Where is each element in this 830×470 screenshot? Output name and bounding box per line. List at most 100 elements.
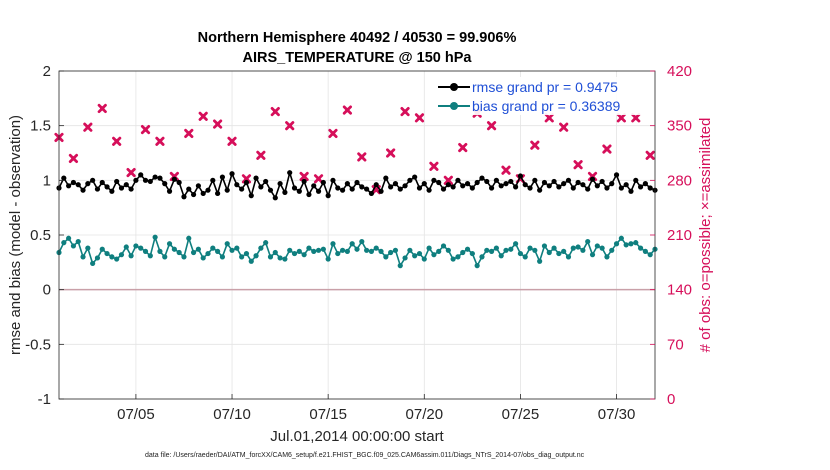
y-right-tick-label: 350	[667, 118, 692, 135]
rmse-point	[267, 187, 274, 193]
obs-point	[299, 171, 309, 182]
bias-point	[104, 250, 110, 257]
obs-point-dot	[345, 107, 350, 113]
bias-point	[561, 248, 567, 254]
bias-point	[522, 254, 528, 260]
bias-point	[383, 254, 389, 260]
bias-point	[311, 248, 317, 254]
obs-point-dot	[114, 139, 119, 144]
obs-point	[126, 167, 136, 178]
bias-point	[527, 245, 533, 251]
bias-point	[166, 241, 173, 247]
bias-point	[239, 254, 245, 260]
obs-point-dot	[417, 115, 422, 121]
rmse-point	[339, 187, 346, 193]
obs-point-dot	[431, 164, 437, 169]
bias-point	[642, 248, 648, 254]
rmse-point	[85, 181, 91, 187]
bias-point	[162, 254, 168, 260]
y-tick-label: 1	[43, 172, 51, 189]
obs-point-dot	[215, 121, 220, 127]
bias-point	[464, 246, 471, 252]
obs-point-dot	[489, 123, 494, 128]
rmse-point	[647, 185, 653, 191]
rmse-point	[508, 178, 514, 185]
bias-point	[407, 247, 413, 253]
obs-point-dot	[647, 153, 653, 158]
obs-point-dot	[503, 167, 509, 173]
legend-bias-label: bias grand pr = 0.36389	[472, 98, 620, 114]
obs-point-dot	[186, 131, 191, 136]
rmse-point	[66, 183, 72, 189]
obs-point-dot	[301, 174, 307, 179]
rmse-point	[460, 183, 466, 189]
obs-point	[645, 150, 655, 160]
bias-point	[330, 241, 336, 247]
rmse-point	[517, 173, 524, 179]
rmse-point	[152, 174, 158, 180]
bias-point	[623, 242, 629, 248]
obs-point-dot	[316, 176, 321, 181]
x-tick-label: 07/20	[406, 406, 444, 423]
rmse-point	[325, 193, 331, 199]
bias-point	[373, 245, 379, 251]
bias-point	[498, 253, 504, 259]
obs-point	[198, 111, 208, 121]
rmse-point	[234, 182, 240, 188]
rmse-point	[426, 187, 432, 193]
rmse-point	[388, 184, 394, 190]
bias-point	[306, 245, 312, 251]
rmse-point	[565, 177, 572, 183]
bias-point	[128, 253, 134, 259]
rmse-point	[80, 187, 86, 193]
obs-point	[616, 113, 626, 123]
rmse-point	[176, 179, 182, 186]
obs-point	[602, 144, 612, 154]
obs-point	[285, 121, 295, 131]
rmse-point	[551, 178, 557, 185]
rmse-point	[243, 179, 250, 186]
obs-point-dot	[575, 162, 581, 167]
obs-point-dot	[633, 115, 638, 121]
bias-point	[440, 243, 447, 249]
rmse-point	[479, 175, 485, 181]
rmse-point	[301, 178, 307, 185]
bias-point	[618, 235, 624, 241]
rmse-point	[229, 171, 235, 177]
x-tick-label: 07/05	[117, 406, 155, 423]
rmse-point	[537, 187, 543, 193]
obs-point	[68, 153, 79, 164]
bias-point	[176, 249, 182, 256]
rmse-point	[104, 184, 110, 190]
rmse-point	[162, 181, 168, 187]
obs-point-dot	[561, 125, 566, 130]
bias-point	[359, 238, 365, 245]
legend-rmse-label: rmse grand pr = 0.9475	[472, 79, 618, 95]
y-right-tick-label: 0	[667, 391, 675, 408]
bias-point	[171, 246, 177, 252]
rmse-point	[171, 176, 177, 182]
rmse-point	[445, 182, 451, 188]
rmse-point	[604, 185, 610, 191]
rmse-point	[75, 182, 81, 188]
bias-point	[402, 255, 408, 261]
obs-point-dot	[128, 170, 134, 175]
obs-point	[544, 113, 554, 123]
rmse-point	[378, 188, 384, 194]
bias-point	[488, 248, 495, 254]
bias-point	[75, 238, 81, 245]
obs-point-dot	[143, 127, 148, 132]
bias-point	[426, 245, 432, 251]
rmse-point	[263, 178, 269, 185]
bias-point	[133, 243, 139, 249]
x-tick-label: 07/15	[309, 406, 347, 423]
rmse-point	[464, 181, 471, 187]
bias-point	[210, 245, 216, 251]
rmse-point	[157, 175, 163, 181]
obs-point	[328, 128, 338, 139]
rmse-point	[431, 177, 437, 183]
obs-point	[573, 160, 583, 170]
rmse-point	[349, 186, 355, 192]
rmse-point	[354, 179, 360, 186]
obs-point-dot	[388, 150, 393, 156]
